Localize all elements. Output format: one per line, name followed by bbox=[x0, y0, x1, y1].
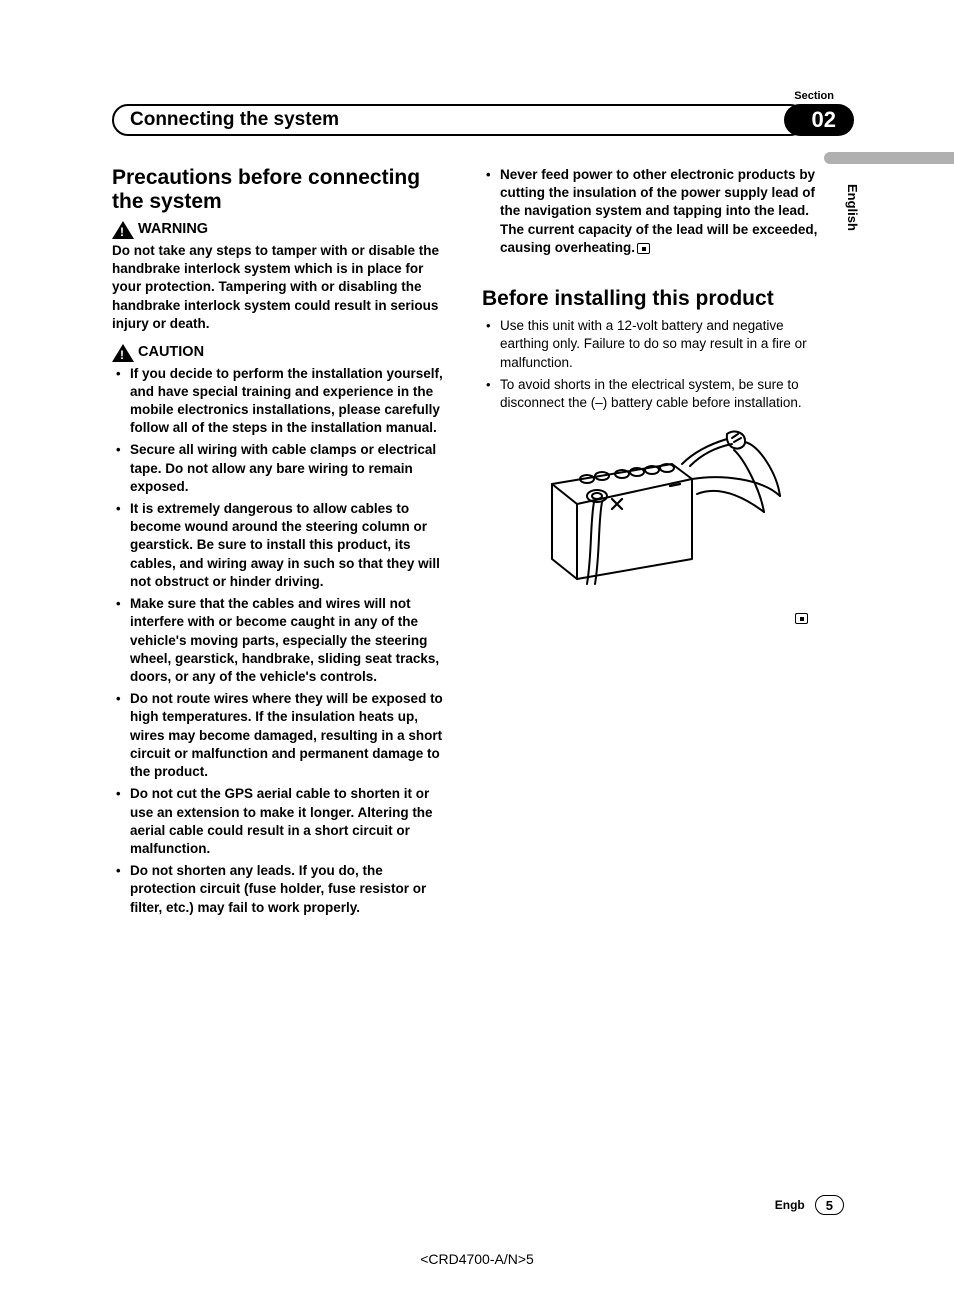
caution-label: CAUTION bbox=[138, 343, 204, 363]
gray-accent-bar bbox=[824, 152, 954, 164]
warning-text: Do not take any steps to tamper with or … bbox=[112, 242, 452, 333]
before-installing-heading: Before installing this product bbox=[482, 287, 822, 311]
top-right-list: Never feed power to other electronic pro… bbox=[482, 166, 822, 257]
left-column: Precautions before connecting the system… bbox=[112, 166, 452, 921]
caution-row: CAUTION bbox=[112, 343, 452, 363]
header-bar: Connecting the system 02 bbox=[112, 104, 854, 136]
list-item: It is extremely dangerous to allow cable… bbox=[112, 500, 452, 591]
footer-code: <CRD4700-A/N>5 bbox=[0, 1251, 954, 1267]
top-bullet-text: Never feed power to other electronic pro… bbox=[500, 167, 817, 255]
header-title: Connecting the system bbox=[112, 104, 806, 136]
caution-list: If you decide to perform the installatio… bbox=[112, 365, 452, 917]
warning-label: WARNING bbox=[138, 220, 208, 240]
precautions-heading: Precautions before connecting the system bbox=[112, 166, 452, 214]
list-item: Make sure that the cables and wires will… bbox=[112, 595, 452, 686]
page-number: 5 bbox=[815, 1195, 844, 1215]
list-item: If you decide to perform the installatio… bbox=[112, 365, 452, 438]
list-item: To avoid shorts in the electrical system… bbox=[482, 376, 822, 412]
list-item: Do not route wires where they will be ex… bbox=[112, 690, 452, 781]
list-item: Do not shorten any leads. If you do, the… bbox=[112, 862, 452, 917]
section-label: Section bbox=[794, 90, 834, 102]
footer-lang: Engb bbox=[775, 1198, 805, 1212]
end-mark-icon bbox=[637, 243, 650, 254]
footer-row: Engb 5 bbox=[775, 1195, 844, 1215]
warning-row: WARNING bbox=[112, 220, 452, 240]
end-mark-icon bbox=[795, 613, 808, 624]
caution-triangle-icon bbox=[112, 344, 134, 362]
right-column: Never feed power to other electronic pro… bbox=[482, 166, 822, 921]
list-item: Never feed power to other electronic pro… bbox=[482, 166, 822, 257]
language-tab: English bbox=[845, 184, 860, 231]
end-mark-container bbox=[482, 609, 822, 627]
list-item: Use this unit with a 12-volt battery and… bbox=[482, 317, 822, 372]
list-item: Do not cut the GPS aerial cable to short… bbox=[112, 785, 452, 858]
section-number-badge: 02 bbox=[784, 104, 854, 136]
list-item: Secure all wiring with cable clamps or e… bbox=[112, 441, 452, 496]
warning-triangle-icon bbox=[112, 221, 134, 239]
battery-illustration bbox=[522, 424, 782, 599]
before-install-list: Use this unit with a 12-volt battery and… bbox=[482, 317, 822, 412]
